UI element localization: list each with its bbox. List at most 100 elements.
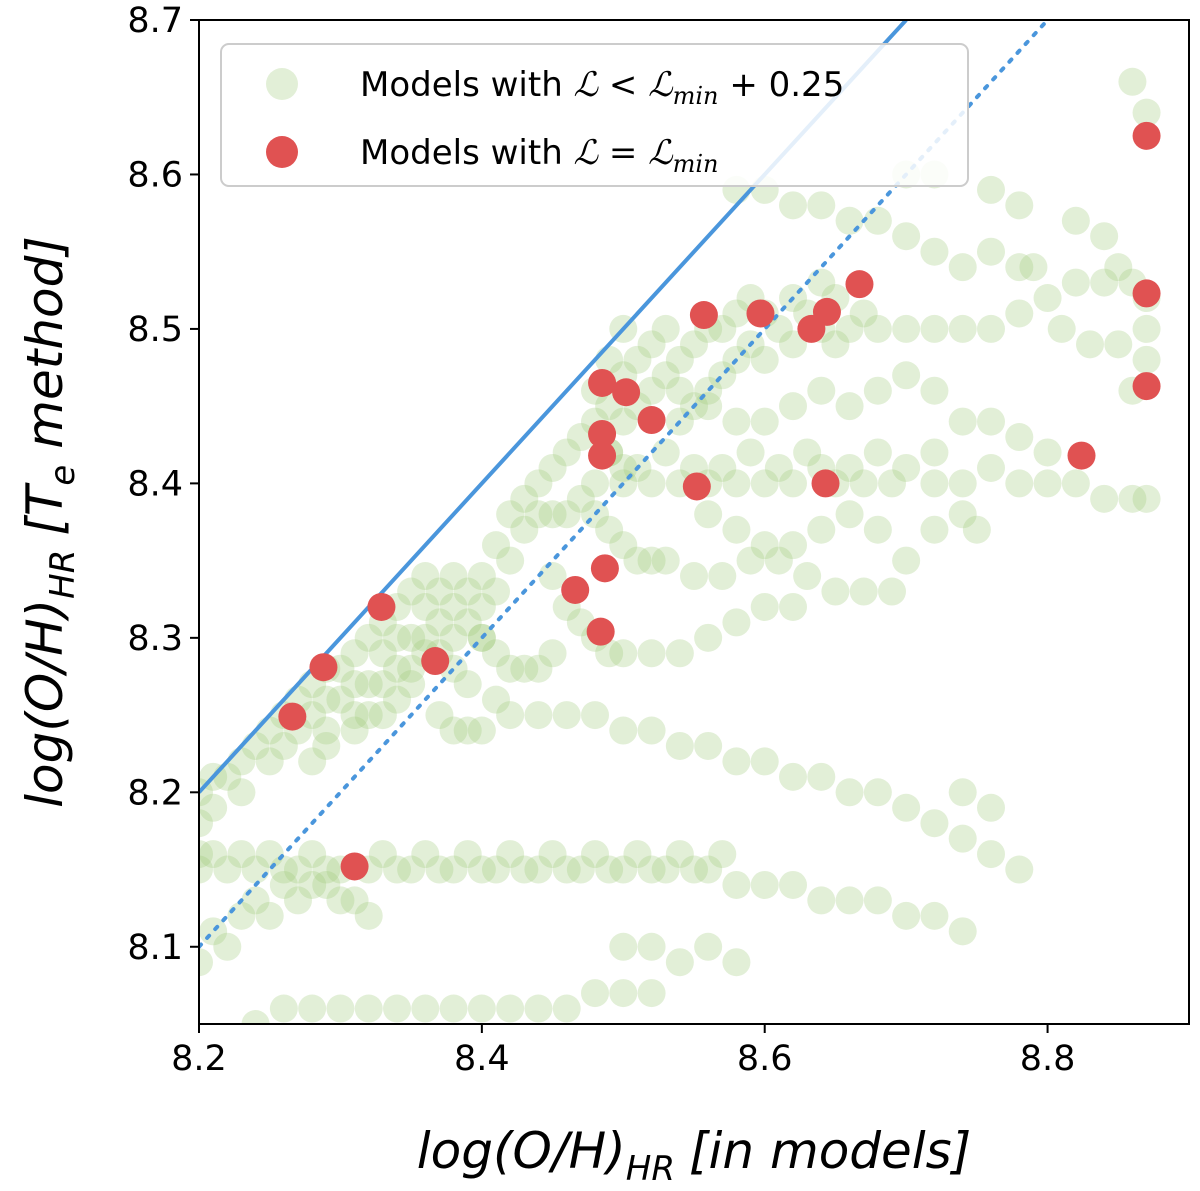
green-point [948, 500, 977, 529]
green-point [368, 840, 397, 869]
green-point [1033, 284, 1062, 313]
green-point [948, 469, 977, 498]
green-point [609, 639, 638, 668]
green-point [354, 994, 383, 1023]
green-point [609, 716, 638, 745]
green-point [609, 932, 638, 961]
x-axis-ticks: 8.2 8.4 8.6 8.8 [171, 1024, 1075, 1079]
green-point [538, 500, 567, 529]
green-point [680, 330, 708, 359]
green-point [750, 747, 779, 776]
green-point [637, 855, 666, 884]
x-tick-label: 8.6 [737, 1039, 793, 1079]
red-point [586, 617, 615, 646]
green-point [920, 237, 949, 266]
green-point [977, 793, 1005, 822]
green-point [1132, 345, 1161, 374]
green-point [510, 484, 539, 513]
green-point [397, 577, 426, 606]
green-point [411, 592, 440, 621]
green-point [821, 330, 850, 359]
green-point [199, 793, 228, 822]
green-point [496, 840, 525, 869]
green-point [807, 886, 836, 915]
green-point [651, 438, 680, 467]
green-point [920, 515, 949, 544]
y-tick-label: 8.5 [127, 310, 183, 350]
green-point [878, 469, 906, 498]
green-point [892, 546, 921, 575]
green-point [1019, 253, 1048, 282]
green-point [354, 623, 383, 652]
x-tick-label: 8.2 [171, 1039, 227, 1079]
green-point [878, 577, 906, 606]
green-point [1005, 191, 1034, 220]
green-point [835, 392, 864, 421]
green-point [835, 778, 864, 807]
red-point [421, 647, 450, 676]
green-point [199, 840, 213, 869]
green-point [722, 515, 751, 544]
green-point [680, 855, 708, 884]
red-point [340, 852, 369, 881]
green-point [637, 639, 666, 668]
green-point [651, 314, 680, 343]
green-point [312, 731, 341, 760]
green-point [199, 855, 213, 884]
green-point [269, 994, 298, 1023]
green-point [383, 623, 411, 652]
green-point [227, 778, 256, 807]
green-point [524, 701, 553, 730]
red-series-layer [278, 121, 1161, 881]
green-point [637, 979, 666, 1008]
y-tick-label: 8.6 [127, 155, 183, 195]
green-point [581, 469, 609, 498]
green-point [920, 438, 949, 467]
green-point [948, 778, 977, 807]
green-point [779, 592, 807, 621]
green-point [241, 1010, 270, 1024]
green-point [764, 314, 793, 343]
green-point [977, 314, 1005, 343]
green-point [298, 840, 327, 869]
green-point [199, 948, 213, 977]
green-point [439, 855, 468, 884]
green-point [1076, 330, 1104, 359]
green-point [467, 994, 496, 1023]
green-point [199, 809, 213, 838]
red-point [588, 368, 617, 397]
green-point [807, 515, 836, 544]
green-point [496, 500, 525, 529]
y-axis-ticks: 8.1 8.2 8.3 8.4 8.5 8.6 8.7 [127, 1, 199, 968]
green-point [298, 870, 327, 899]
green-point [326, 886, 355, 915]
x-tick-label: 8.8 [1020, 1039, 1076, 1079]
green-point [213, 855, 242, 884]
red-point [588, 441, 617, 470]
green-point [863, 778, 892, 807]
green-point [722, 948, 751, 977]
green-point [552, 994, 581, 1023]
green-point [779, 392, 807, 421]
green-point [269, 870, 298, 899]
green-point [722, 299, 751, 328]
green-point [821, 577, 850, 606]
green-point [524, 500, 553, 529]
green-point [581, 979, 609, 1008]
green-point [779, 469, 807, 498]
green-point [340, 639, 369, 668]
red-point [682, 472, 711, 501]
green-point [1061, 469, 1090, 498]
green-point [764, 546, 793, 575]
green-point [779, 762, 807, 791]
legend-marker-red [266, 136, 298, 168]
green-point [1061, 206, 1090, 235]
green-point [425, 577, 454, 606]
red-point [278, 702, 307, 731]
green-point [793, 438, 822, 467]
green-point [1090, 484, 1119, 513]
green-point [835, 500, 864, 529]
green-point [920, 314, 949, 343]
green-point [538, 840, 567, 869]
green-point [538, 562, 567, 591]
